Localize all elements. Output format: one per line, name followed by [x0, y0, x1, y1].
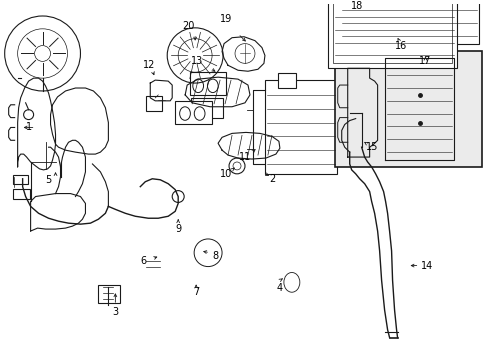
Text: 13: 13 — [191, 57, 203, 66]
Text: 16: 16 — [395, 41, 407, 51]
Bar — [264, 80, 336, 174]
Text: 7: 7 — [193, 287, 199, 297]
Text: 14: 14 — [421, 261, 433, 271]
Text: 3: 3 — [112, 307, 118, 317]
Bar — [327, 0, 456, 68]
FancyBboxPatch shape — [98, 285, 120, 303]
Text: 9: 9 — [175, 224, 181, 234]
Text: 10: 10 — [220, 169, 232, 179]
Text: 5: 5 — [45, 175, 52, 185]
Text: 1: 1 — [25, 122, 32, 132]
Bar — [277, 73, 296, 88]
Text: 8: 8 — [212, 251, 218, 261]
Text: 18: 18 — [350, 1, 362, 11]
Bar — [13, 175, 27, 184]
Bar — [334, 50, 481, 167]
Text: 2: 2 — [268, 174, 274, 184]
Text: 20: 20 — [182, 21, 194, 31]
Bar — [146, 96, 161, 111]
Bar — [332, 0, 451, 63]
Text: 17: 17 — [418, 57, 431, 66]
Bar — [175, 101, 211, 124]
Text: 6: 6 — [140, 256, 146, 266]
Text: 11: 11 — [238, 152, 251, 162]
Text: 15: 15 — [366, 142, 378, 152]
Bar — [190, 98, 222, 118]
Bar — [339, 0, 478, 44]
Text: 4: 4 — [276, 283, 283, 293]
Bar — [189, 72, 226, 95]
Text: 12: 12 — [143, 60, 155, 70]
Text: 19: 19 — [220, 14, 232, 24]
Bar — [13, 189, 30, 199]
